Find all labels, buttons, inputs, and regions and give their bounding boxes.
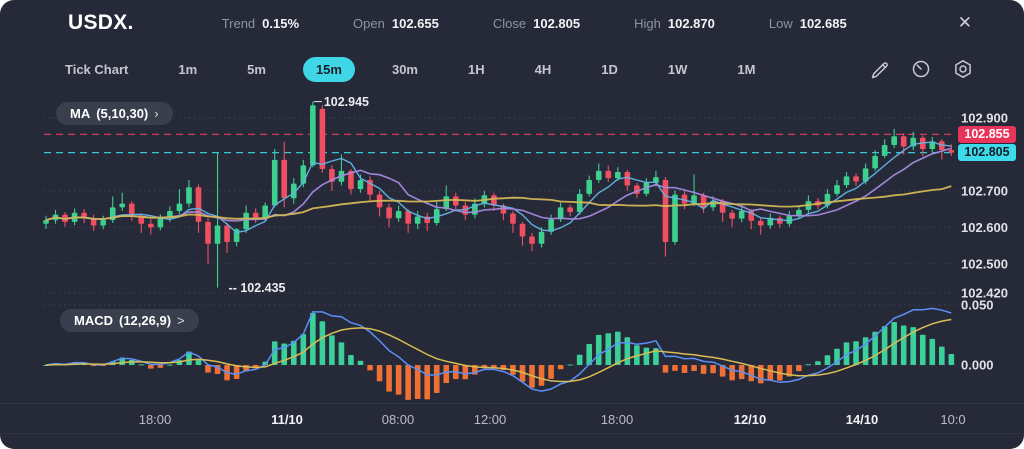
time-tick: 11/10: [271, 412, 303, 427]
symbol-title: USDX.: [68, 11, 134, 34]
chart-toolbar: Tick Chart 1m 5m 15m 30m 1H 4H 1D 1W 1M: [0, 50, 1024, 88]
chevron-right-icon: ›: [154, 106, 159, 121]
tool-buttons: [866, 56, 976, 82]
clock-icon: [912, 60, 930, 78]
stat-high: High 102.870: [634, 15, 715, 31]
svg-text:102.900: 102.900: [961, 111, 1008, 126]
chart-header: USDX. Trend 0.15% Open 102.655 Close 102…: [0, 0, 1024, 46]
time-tick: 18:00: [600, 412, 634, 427]
svg-text:102.700: 102.700: [961, 183, 1008, 198]
interval-tabs: Tick Chart 1m 5m 15m 30m 1H 4H 1D 1W 1M: [52, 56, 792, 82]
svg-text:102.600: 102.600: [961, 220, 1008, 235]
tab-15m[interactable]: 15m: [302, 56, 355, 82]
footer-strip: [0, 433, 1024, 449]
tab-5m[interactable]: 5m: [247, 61, 266, 77]
svg-text:102.500: 102.500: [961, 256, 1008, 271]
time-tick: 14/10: [845, 412, 879, 427]
draw-tool-button[interactable]: [866, 56, 892, 82]
svg-text:0.050: 0.050: [961, 298, 994, 313]
ma-indicator-label[interactable]: MA (5,10,30) ›: [56, 102, 173, 125]
pencil-icon: [871, 62, 888, 79]
chevron-right-icon: >: [177, 313, 185, 328]
svg-text:0.000: 0.000: [961, 358, 994, 373]
time-tick: 10:0: [940, 412, 966, 427]
macd-indicator-label[interactable]: MACD (12,26,9) >: [60, 309, 199, 332]
svg-text:102.945: 102.945: [324, 95, 369, 109]
tab-1m[interactable]: 1m: [178, 61, 198, 77]
time-tick: 12:00: [473, 412, 507, 427]
gear-icon: [955, 60, 971, 78]
tab-4h[interactable]: 4H: [534, 61, 552, 77]
close-icon: ✕: [957, 13, 972, 32]
time-tick: 08:00: [381, 412, 415, 427]
tab-1h[interactable]: 1H: [468, 61, 485, 77]
time-tick: 12/10: [733, 412, 767, 427]
stat-low: Low 102.685: [768, 15, 847, 31]
stat-close: Close 102.805: [492, 15, 581, 31]
tab-1d[interactable]: 1D: [601, 61, 618, 77]
svg-text:-- 102.435: -- 102.435: [229, 281, 286, 295]
alert-price-badge: 102.855: [958, 125, 1016, 143]
close-button[interactable]: ✕: [952, 12, 978, 33]
history-tool-button[interactable]: [908, 56, 934, 82]
time-tick: 18:00: [138, 412, 172, 427]
svg-text:102.420: 102.420: [961, 286, 1008, 301]
stat-open: Open 102.655: [353, 15, 439, 31]
tab-1w[interactable]: 1W: [667, 61, 688, 77]
time-axis: 18:00 11/10 08:00 12:00 18:00 12/10 14/10 10:0: [0, 403, 1024, 434]
tab-30m[interactable]: 30m: [391, 61, 418, 77]
tab-tick-chart[interactable]: Tick Chart: [65, 61, 129, 77]
ohlc-stats: Trend 0.15% Open 102.655 Close 102.805 H…: [222, 16, 847, 31]
last-price-badge: 102.805: [958, 144, 1016, 162]
stat-trend: Trend 0.15%: [221, 15, 300, 31]
tab-1mo[interactable]: 1M: [737, 61, 756, 77]
settings-tool-button[interactable]: [950, 56, 976, 82]
